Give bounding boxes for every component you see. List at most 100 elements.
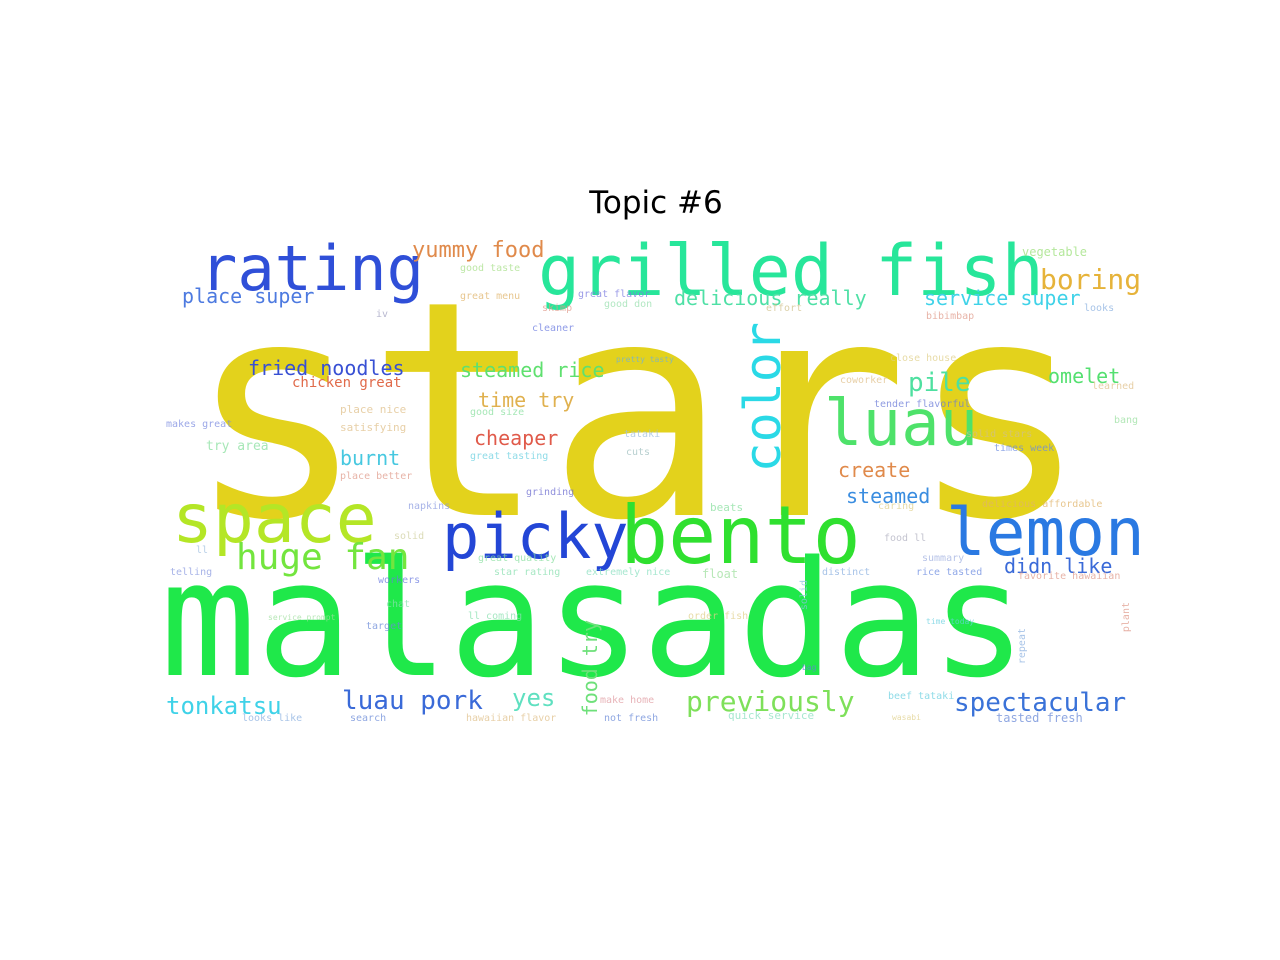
word-delicious-really: delicious really <box>674 286 867 310</box>
word-vegetable: vegetable <box>1022 245 1088 259</box>
word-yes: yes <box>512 684 556 712</box>
word-fried-noodles: fried noodles <box>248 356 405 380</box>
word-picky: picky <box>442 500 629 573</box>
word-iv: iv <box>376 309 389 320</box>
word-pretty-tasty: pretty tasty <box>616 355 674 364</box>
word-tonkatsu: tonkatsu <box>166 692 282 720</box>
word-bag: bag <box>802 663 817 672</box>
word-extremely-nice: extremely nice <box>586 567 671 578</box>
word-coworker: coworker <box>840 375 889 386</box>
word-bibimbap: bibimbap <box>926 311 975 322</box>
word-great-flavor: great flavor <box>578 289 651 300</box>
word-float: float <box>702 567 739 581</box>
word-create: create <box>838 458 911 482</box>
word-place-better: place better <box>340 471 413 482</box>
word-cuts: cuts <box>626 447 651 458</box>
word-quick-service: quick service <box>728 709 815 722</box>
word-repeat: repeat <box>1017 628 1028 665</box>
word-star-rating: star rating <box>494 567 561 578</box>
word-good-don: good don <box>604 299 653 310</box>
word-bang: bang <box>1114 415 1139 426</box>
word-search: search <box>350 713 387 724</box>
word-satisfying: satisfying <box>340 421 407 434</box>
word-time-try: time try <box>478 388 575 412</box>
word-rating: rating <box>200 240 424 305</box>
word-learned: learned <box>1092 381 1135 392</box>
word-luau: luau <box>824 387 979 461</box>
word-cleaner: cleaner <box>532 323 575 334</box>
word-not-fresh: not fresh <box>604 713 659 724</box>
word-space: space <box>172 480 377 559</box>
word-summary: summary <box>922 553 965 564</box>
word-spectacular: spectacular <box>954 688 1127 718</box>
word-place-nice: place nice <box>340 403 407 416</box>
word-skimp: skimp <box>542 303 573 314</box>
word-chat: chat <box>386 599 411 610</box>
word-luau-pork: luau pork <box>342 686 483 716</box>
word-good-taste: good taste <box>460 263 521 274</box>
word-tender-flavorful: tender flavorful <box>874 399 971 410</box>
word-ll: ll <box>196 545 209 556</box>
word-try-area: try area <box>206 439 269 454</box>
word-good-size: good size <box>470 407 525 418</box>
word-solid-b: solid <box>799 580 810 611</box>
word-tasted-fresh: tasted fresh <box>996 711 1083 725</box>
word-telling: telling <box>170 567 213 578</box>
word-looks-like: looks like <box>242 713 303 724</box>
word-great-quality: great quality <box>478 553 557 564</box>
word-boring: boring <box>1040 263 1142 296</box>
word-makes-great: makes great <box>166 419 233 430</box>
word-delicious-affordable: delicious affordable <box>982 499 1103 510</box>
word-make-home: make home <box>600 695 655 706</box>
word-great-menu: great menu <box>460 291 521 302</box>
word-yummy-food: yummy food <box>412 240 545 263</box>
word-omelet: omelet <box>1048 364 1121 388</box>
word-napkins: napkins <box>408 501 451 512</box>
word-bento: bento <box>620 489 861 582</box>
word-food-ll: food ll <box>884 533 927 544</box>
word-wasabi: wasabi <box>892 713 921 722</box>
word-food-try: food try <box>578 620 602 717</box>
word-solid-a: solid <box>394 531 425 542</box>
word-caring: caring <box>878 501 915 512</box>
word-times-week: times week <box>994 443 1055 454</box>
word-grinding: grinding <box>526 487 575 498</box>
word-malasadas: malasadas <box>160 526 1027 713</box>
word-workers: workers <box>378 575 421 586</box>
word-chicken-great: chicken great <box>292 375 402 391</box>
word-solid-stars: solid stars <box>966 429 1033 440</box>
word-lemon: lemon <box>946 494 1145 571</box>
word-stars: stars <box>186 240 1090 586</box>
word-looks: looks <box>1084 303 1115 314</box>
word-close-house: close house <box>890 353 957 364</box>
word-order-fish: order fish <box>688 611 749 622</box>
word-grilled-fish: grilled fish <box>538 240 1044 312</box>
word-burnt: burnt <box>340 446 401 470</box>
word-beef-tataki: beef tataki <box>888 691 955 702</box>
word-huge-fan: huge fan <box>236 537 410 578</box>
word-tataki: tataki <box>624 429 661 440</box>
word-distinct: distinct <box>822 567 871 578</box>
word-rice-tasted: rice tasted <box>916 567 983 578</box>
word-effort: effort <box>766 303 803 314</box>
word-plant: plant <box>1121 602 1132 633</box>
word-steamed-rice: steamed rice <box>460 358 605 382</box>
word-didn-like: didn like <box>1004 554 1113 578</box>
word-favorite-hawaiian: favorite hawaiian <box>1018 571 1121 582</box>
word-cheaper: cheaper <box>474 426 559 450</box>
word-beats: beats <box>710 501 744 514</box>
word-color: color <box>734 322 792 473</box>
word-previously: previously <box>686 685 855 718</box>
word-place-super: place super <box>182 284 315 308</box>
word-cloud: stars malasadas grilled fish rating spac… <box>160 240 1152 728</box>
word-service-prompt: service prompt <box>268 613 336 622</box>
word-service-super: service super <box>924 286 1081 310</box>
word-pile: pile <box>908 368 971 398</box>
figure-title: Topic #6 <box>589 185 723 221</box>
word-time-today: time today <box>926 617 975 626</box>
word-hawaiian-flavor: hawaiian flavor <box>466 713 557 724</box>
word-great-tasting: great tasting <box>470 451 549 462</box>
word-ll-coming: ll coming <box>468 611 523 622</box>
word-target: target <box>366 621 403 632</box>
word-steamed: steamed <box>846 484 931 508</box>
